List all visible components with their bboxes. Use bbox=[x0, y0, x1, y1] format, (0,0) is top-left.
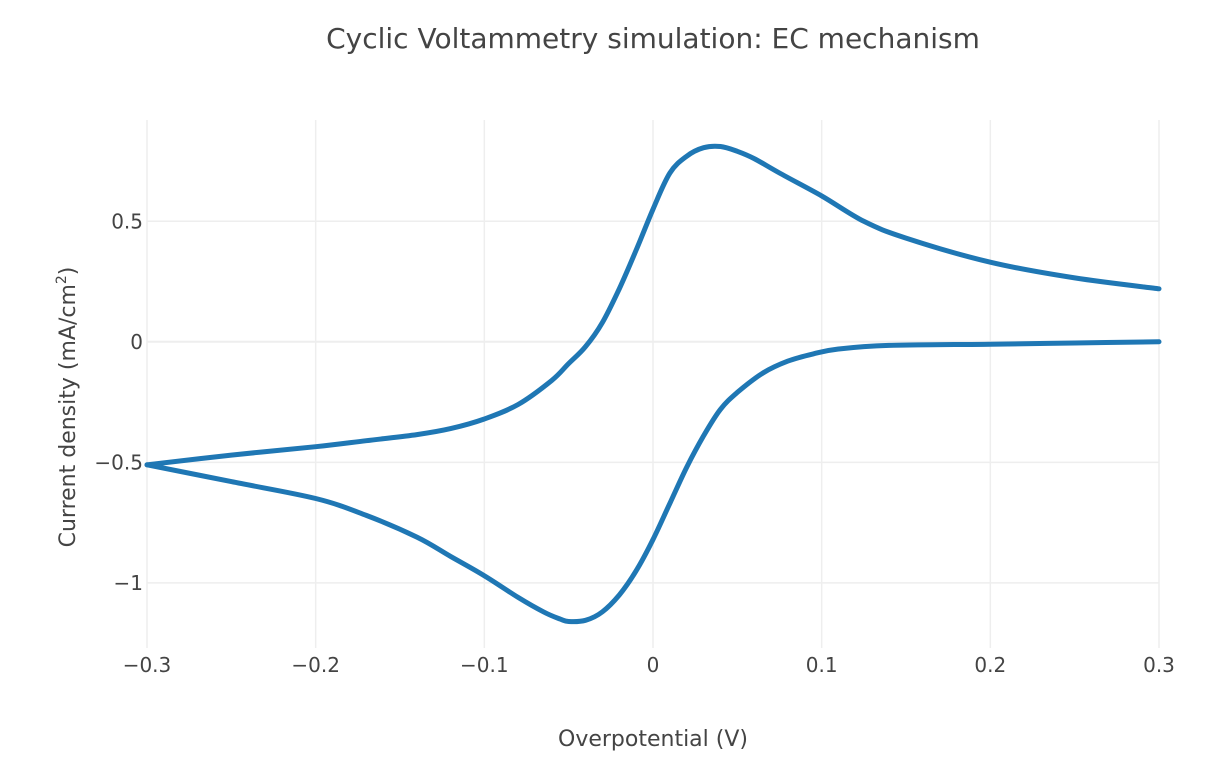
y-tick-label-0: −1 bbox=[114, 571, 143, 595]
x-tick-label-0: −0.3 bbox=[123, 653, 172, 677]
x-axis-title: Overpotential (V) bbox=[558, 727, 748, 752]
y-tick-label-2: 0 bbox=[130, 330, 143, 354]
x-tick-label-1: −0.2 bbox=[291, 653, 340, 677]
x-gridlines bbox=[146, 120, 1160, 648]
y-axis-title-main: Current density (mA/cm bbox=[56, 284, 81, 547]
x-tick-label-3: 0 bbox=[647, 653, 660, 677]
x-tick-label-4: 0.1 bbox=[806, 653, 838, 677]
cv-curves bbox=[144, 143, 1162, 625]
chart-title: Cyclic Voltammetry simulation: EC mechan… bbox=[326, 22, 980, 55]
x-tick-labels: −0.3 −0.2 −0.1 0 0.1 0.2 0.3 bbox=[123, 653, 1175, 677]
y-tick-labels: −1 −0.5 0 0.5 bbox=[94, 209, 143, 595]
x-tick-label-5: 0.2 bbox=[974, 653, 1006, 677]
y-axis-title-end: ) bbox=[56, 267, 81, 276]
cv-series-0 bbox=[144, 143, 1162, 468]
y-axis-title-sup: 2 bbox=[54, 275, 70, 284]
cv-series-1 bbox=[144, 339, 1162, 625]
y-axis-title: Current density (mA/cm2) bbox=[54, 267, 81, 548]
y-tick-label-1: −0.5 bbox=[94, 450, 143, 474]
y-tick-label-3: 0.5 bbox=[111, 209, 143, 233]
x-tick-label-6: 0.3 bbox=[1143, 653, 1175, 677]
x-tick-label-2: −0.1 bbox=[460, 653, 509, 677]
